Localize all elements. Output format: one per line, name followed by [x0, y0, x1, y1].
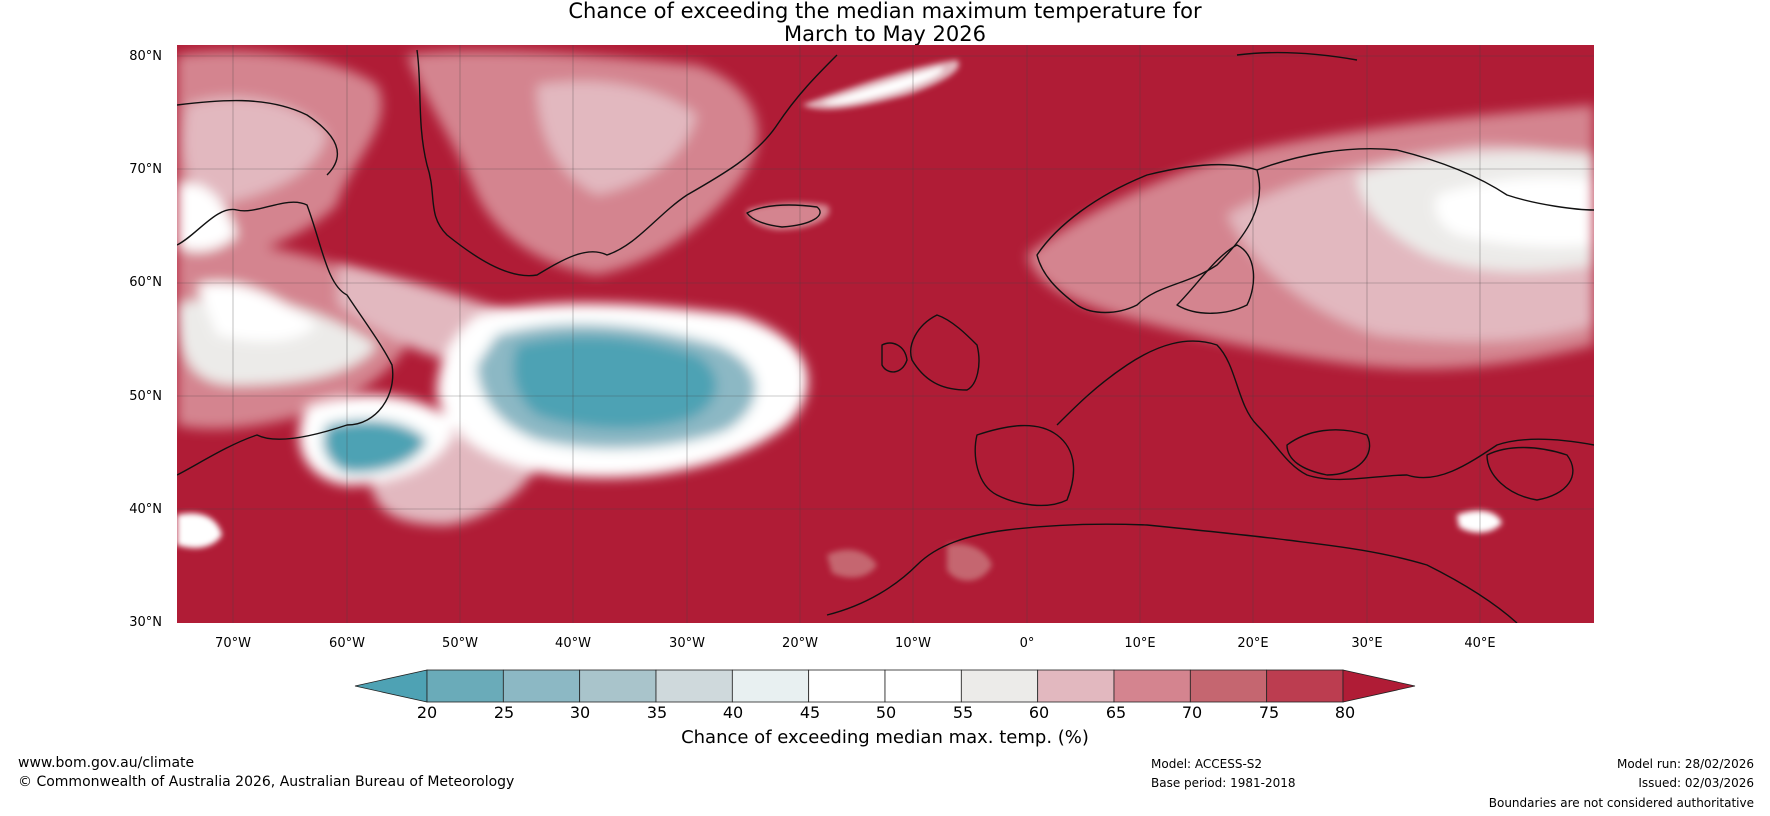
lon-label-60w: 60°W [329, 636, 365, 651]
colorbar-tick-45: 45 [799, 703, 821, 722]
footer-disclaimer: Boundaries are not considered authoritat… [1488, 796, 1754, 810]
colorbar-segment [1189, 669, 1268, 703]
footer-model-run: Model run: 28/02/2026 [1616, 757, 1754, 771]
lon-label-0: 0° [1019, 636, 1035, 651]
probability-field-northwest [177, 51, 413, 429]
lon-label-40e: 40°E [1464, 636, 1496, 651]
colorbar-tick-25: 25 [493, 703, 515, 722]
forecast-map [177, 45, 1594, 623]
coastlines [177, 49, 1594, 623]
colorbar-tick-50: 50 [875, 703, 897, 722]
colorbar-tick-55: 55 [952, 703, 974, 722]
lat-label-70n: 70°N [129, 162, 162, 177]
footer-copyright: © Commonwealth of Australia 2026, Austra… [18, 774, 515, 790]
lat-label-50n: 50°N [129, 389, 162, 404]
lat-label-60n: 60°N [129, 275, 162, 290]
cool-anomaly-central-atlantic [299, 303, 808, 485]
footer-url: www.bom.gov.au/climate [18, 755, 195, 771]
footer-base-period: Base period: 1981-2018 [1151, 776, 1296, 790]
colorbar-tick-60: 60 [1028, 703, 1050, 722]
colorbar-segment [884, 669, 962, 703]
probability-field-iceland [746, 202, 830, 230]
lon-label-10e: 10°E [1124, 636, 1156, 651]
graticule [177, 45, 1594, 623]
colorbar-tick-30: 30 [569, 703, 591, 722]
colorbar-segment [960, 669, 1039, 703]
colorbar-tick-80: 80 [1334, 703, 1356, 722]
colorbar-tick-40: 40 [722, 703, 744, 722]
colorbar-extension-low [354, 669, 428, 703]
colorbar-tick-65: 65 [1105, 703, 1127, 722]
colorbar-segment [1037, 669, 1115, 703]
lon-label-30e: 30°E [1351, 636, 1383, 651]
probability-field-minor [177, 510, 1502, 581]
lon-label-40w: 40°W [555, 636, 591, 651]
lat-label-30n: 30°N [129, 615, 162, 630]
lon-label-20e: 20°E [1237, 636, 1269, 651]
colorbar-segment [1113, 669, 1191, 703]
lat-label-40n: 40°N [129, 502, 162, 517]
colorbar-segment [655, 669, 733, 703]
colorbar-tick-35: 35 [646, 703, 668, 722]
colorbar-segment [502, 669, 581, 703]
probability-field-north-europe [1027, 105, 1594, 369]
lon-label-70w: 70°W [215, 636, 251, 651]
footer-issued: Issued: 02/03/2026 [1638, 776, 1754, 790]
lon-label-20w: 20°W [782, 636, 818, 651]
probability-field-arctic-streak [802, 60, 959, 110]
title-line-2: March to May 2026 [784, 22, 986, 46]
colorbar-tick-70: 70 [1181, 703, 1203, 722]
probability-field-greenland [407, 50, 758, 275]
colorbar-segment [731, 669, 810, 703]
colorbar-label: Chance of exceeding median max. temp. (%… [681, 727, 1089, 748]
colorbar [354, 669, 1416, 703]
lon-label-30w: 30°W [669, 636, 705, 651]
colorbar-tick-75: 75 [1258, 703, 1280, 722]
chart-title: Chance of exceeding the median maximum t… [0, 0, 1770, 46]
lon-label-50w: 50°W [442, 636, 478, 651]
colorbar-segment [1266, 669, 1344, 703]
colorbar-segment [579, 669, 657, 703]
lat-label-80n: 80°N [129, 49, 162, 64]
colorbar-tick-20: 20 [416, 703, 438, 722]
footer-model: Model: ACCESS-S2 [1151, 757, 1263, 771]
colorbar-segment [426, 669, 504, 703]
colorbar-segment [808, 669, 886, 703]
title-line-1: Chance of exceeding the median maximum t… [568, 0, 1202, 23]
colorbar-extension-high [1342, 669, 1416, 703]
lon-label-10w: 10°W [895, 636, 931, 651]
